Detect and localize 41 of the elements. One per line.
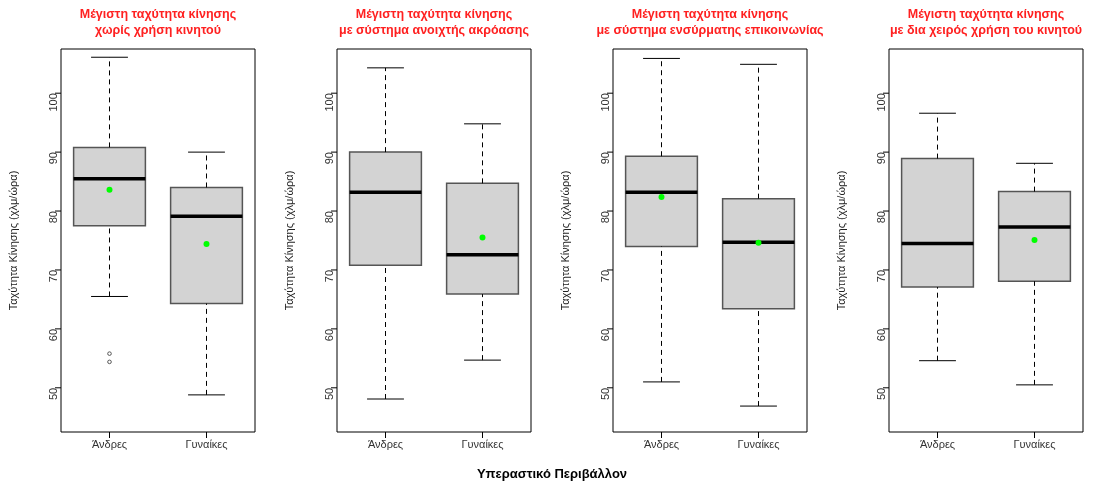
y-tick-label: 70 (874, 269, 887, 283)
y-tick-label: 70 (46, 269, 59, 283)
y-tick-label: 80 (46, 211, 59, 224)
y-tick-label: 100 (46, 93, 59, 112)
y-tick-label: 100 (598, 93, 611, 112)
x-tick-label: Γυναίκες (185, 437, 228, 450)
x-tick-label: Άνδρες (643, 437, 680, 450)
y-tick-label: 90 (598, 152, 611, 165)
y-tick-label: 70 (598, 269, 611, 283)
y-axis-title: Ταχύτητα Κίνησης (χλμ/ώρα) (834, 170, 847, 311)
x-tick-label: Άνδρες (91, 437, 128, 450)
y-tick-label: 80 (322, 211, 335, 224)
x-tick-label: Γυναίκες (461, 437, 504, 450)
y-tick-label: 60 (322, 328, 335, 342)
x-tick-label: Άνδρες (919, 437, 956, 450)
y-tick-label: 50 (322, 387, 335, 401)
y-tick-label: 80 (874, 211, 887, 224)
x-tick-label: Γυναίκες (1013, 437, 1056, 450)
y-tick-label: 100 (322, 93, 335, 112)
y-tick-label: 70 (322, 269, 335, 283)
y-tick-label: 90 (874, 152, 887, 165)
y-tick-label: 80 (598, 211, 611, 224)
y-tick-label: 100 (874, 93, 887, 112)
y-tick-label: 50 (46, 387, 59, 401)
chart-title: Μέγιστη ταχύτητα κίνησης με δια χειρός χρήση του κινητού (888, 6, 1084, 38)
y-tick-label: 90 (46, 152, 59, 165)
y-tick-label: 90 (322, 152, 335, 165)
y-tick-label: 60 (46, 328, 59, 342)
chart-title: Μέγιστη ταχύτητα κίνησης με σύστημα ανοιχτής ακρόασης (338, 6, 530, 38)
y-tick-label: 50 (874, 387, 887, 401)
y-axis-title: Ταχύτητα Κίνησης (χλμ/ώρα) (558, 170, 571, 311)
y-tick-label: 60 (874, 328, 887, 342)
y-axis-title: Ταχύτητα Κίνησης (χλμ/ώρα) (6, 170, 19, 311)
y-tick-label: 50 (598, 387, 611, 401)
y-axis-title: Ταχύτητα Κίνησης (χλμ/ώρα) (282, 170, 295, 311)
x-tick-label: Γυναίκες (737, 437, 780, 450)
chart-title: Μέγιστη ταχύτητα κίνησης χωρίς χρήση κινητού (78, 6, 238, 38)
x-axis-title: Υπεραστικό Περιβάλλον (475, 466, 629, 481)
y-tick-label: 60 (598, 328, 611, 342)
x-tick-label: Άνδρες (367, 437, 404, 450)
chart-title: Μέγιστη ταχύτητα κίνησης με σύστημα ενσύρματης επικοινωνίας (595, 6, 825, 38)
